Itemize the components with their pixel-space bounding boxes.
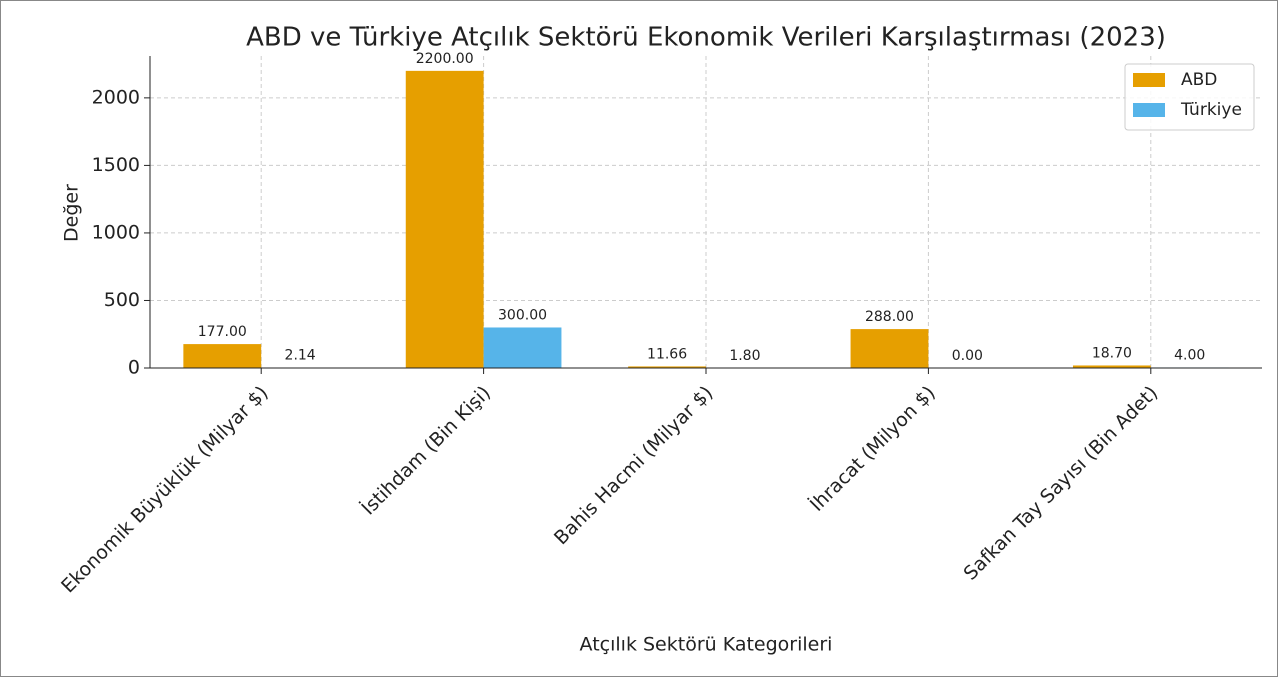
value-label: 2200.00 [416, 51, 474, 67]
bar [850, 329, 929, 368]
legend-swatch [1133, 103, 1165, 117]
x-axis-title: Atçılık Sektörü Kategorileri [580, 634, 833, 656]
value-label: 177.00 [198, 324, 247, 340]
legend-swatch [1133, 73, 1165, 87]
bar [405, 70, 484, 368]
value-label: 18.70 [1092, 345, 1132, 361]
y-tick-label: 0 [128, 357, 140, 379]
legend-label: Türkiye [1180, 100, 1242, 120]
y-tick-label: 1000 [92, 221, 140, 243]
value-label: 0.00 [952, 348, 983, 364]
chart-title: ABD ve Türkiye Atçılık Sektörü Ekonomik … [246, 23, 1166, 53]
bar [183, 344, 262, 368]
value-label: 300.00 [498, 307, 547, 323]
y-tick-label: 2000 [92, 86, 140, 108]
value-label: 4.00 [1174, 347, 1205, 363]
bar [1072, 365, 1151, 368]
bar [483, 327, 562, 368]
y-tick-label: 1500 [92, 154, 140, 176]
legend-label: ABD [1181, 70, 1217, 90]
y-tick-label: 500 [104, 289, 140, 311]
value-label: 1.80 [729, 348, 760, 364]
y-axis-title: Değer [61, 184, 83, 242]
value-label: 288.00 [865, 309, 914, 325]
value-label: 11.66 [647, 346, 687, 362]
value-label: 2.14 [285, 348, 316, 364]
bar [628, 366, 706, 368]
